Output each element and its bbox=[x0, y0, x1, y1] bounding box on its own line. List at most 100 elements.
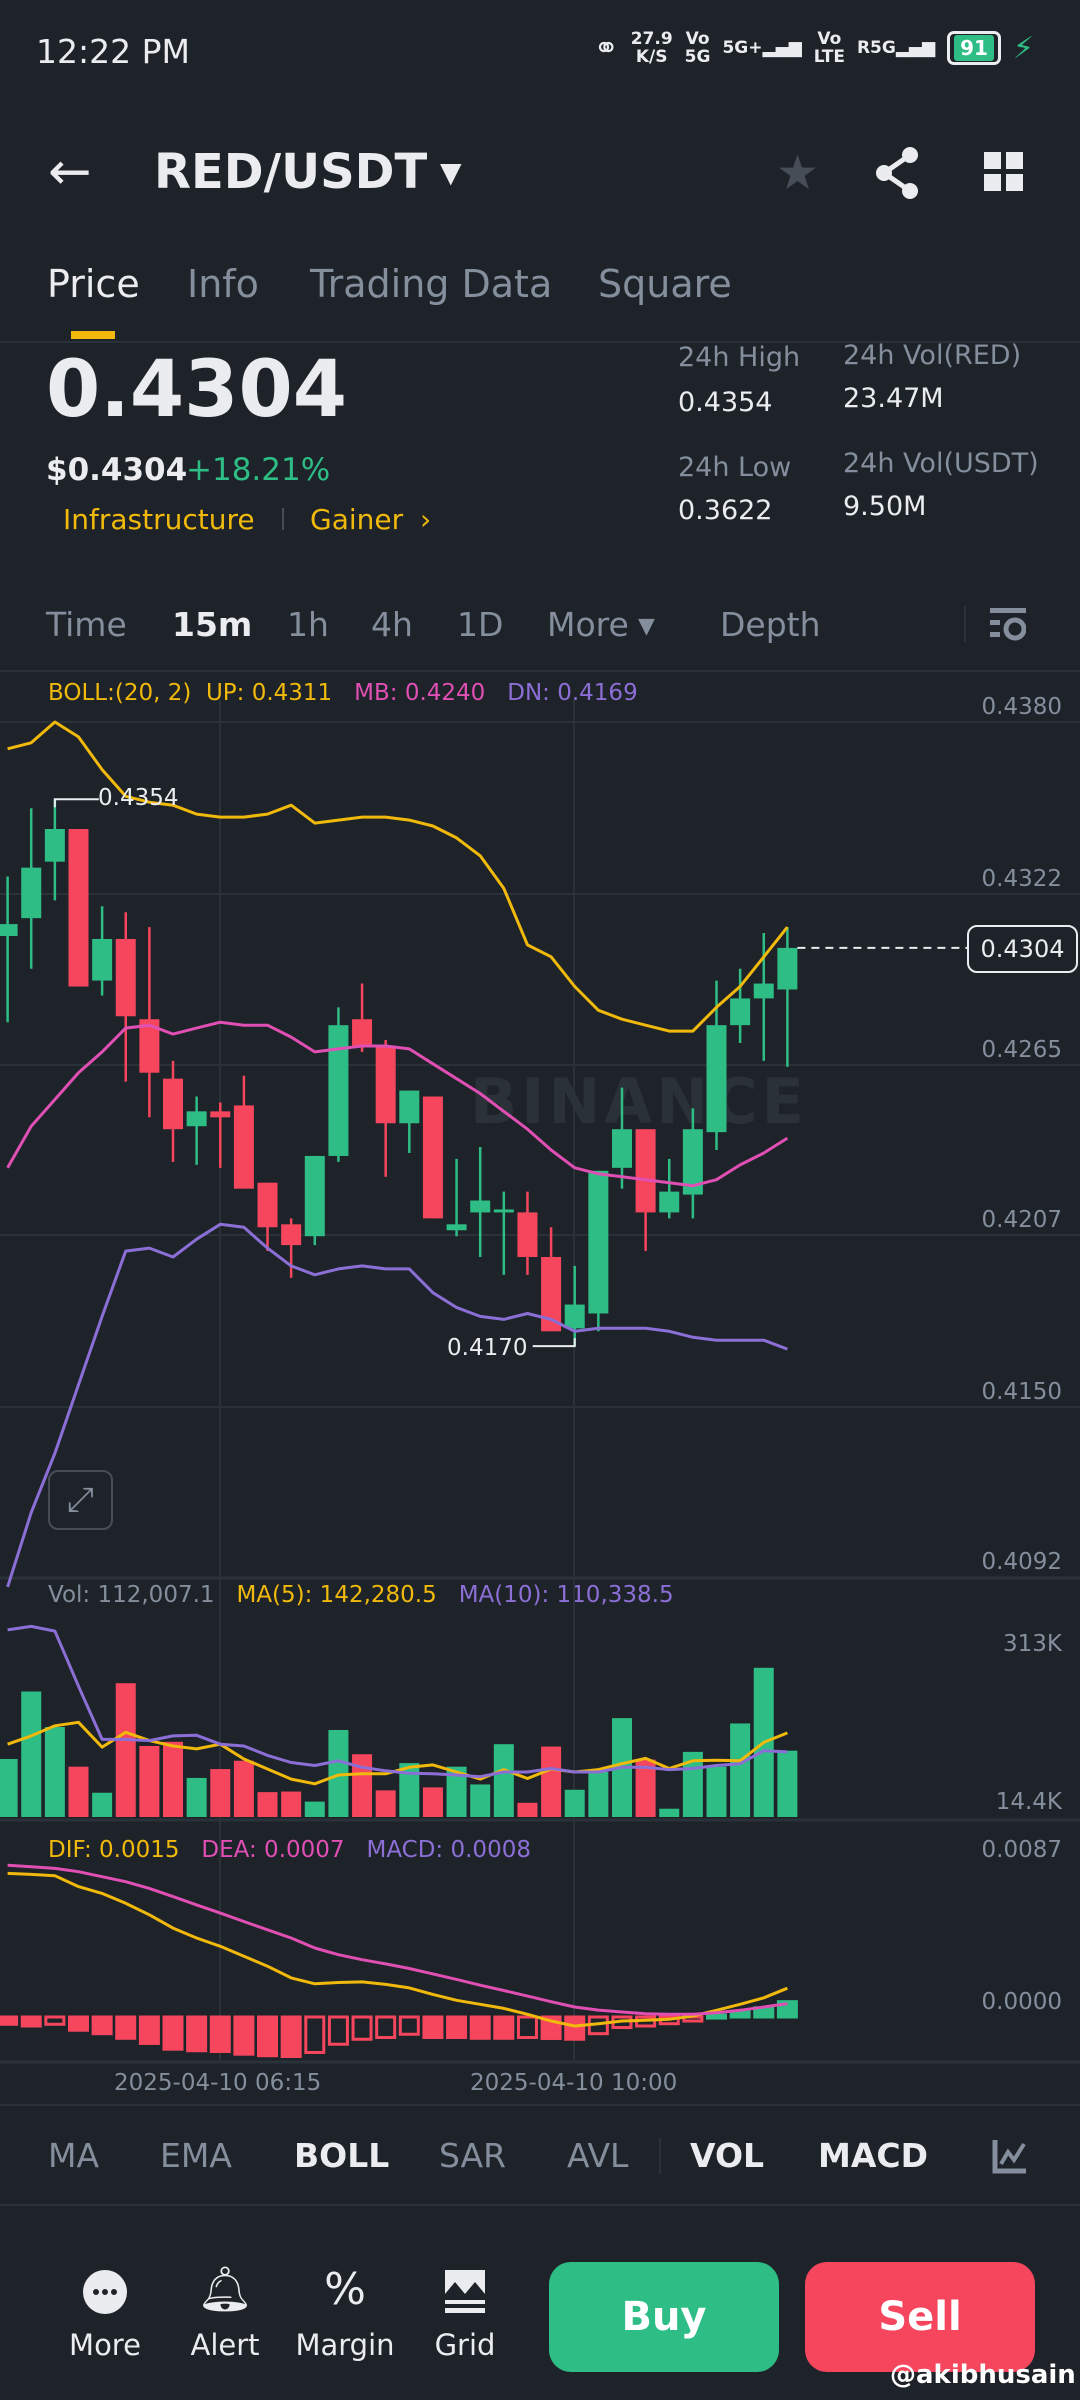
volume-bar bbox=[163, 1741, 184, 1817]
back-arrow-icon[interactable]: ← bbox=[48, 142, 92, 202]
candle-body bbox=[753, 983, 774, 999]
sim2-signal-icon: R5G▂▄▆ bbox=[856, 38, 936, 58]
indicator-avl[interactable]: AVL bbox=[567, 2136, 629, 2175]
candle-body bbox=[163, 1078, 184, 1130]
candle-body bbox=[186, 1111, 207, 1127]
toolbar-divider bbox=[964, 606, 966, 642]
candle-body bbox=[0, 924, 18, 936]
divider bbox=[0, 2204, 1080, 2206]
alert-button[interactable]: 🔔︎ Alert bbox=[165, 2262, 285, 2362]
macd-histogram-bar bbox=[44, 2015, 66, 2026]
candle-body bbox=[777, 947, 798, 990]
sim1-volte: Vo 5G bbox=[684, 29, 711, 67]
indicator-ema[interactable]: EMA bbox=[160, 2136, 232, 2175]
macd-histogram-bar bbox=[516, 2015, 538, 2040]
timeframe-depth[interactable]: Depth bbox=[720, 605, 821, 644]
low-value: 0.3622 bbox=[678, 495, 773, 526]
vol-ma10: MA(10): 110,338.5 bbox=[458, 1582, 674, 1608]
margin-button[interactable]: % Margin bbox=[285, 2262, 405, 2362]
macd-histogram-bar bbox=[304, 2015, 326, 2054]
macd-histogram-bar bbox=[351, 2015, 373, 2041]
timeframe-1h[interactable]: 1h bbox=[287, 605, 329, 644]
volume-bar bbox=[186, 1777, 207, 1817]
high-marker-label: 0.4354 bbox=[98, 785, 179, 811]
headphones-icon: ⚭ bbox=[593, 30, 619, 66]
candle-body bbox=[635, 1129, 656, 1213]
macd-histogram-bar bbox=[493, 2015, 515, 2040]
timeframe-more[interactable]: More bbox=[547, 605, 629, 644]
share-icon[interactable] bbox=[872, 145, 922, 215]
macd-histogram-bar bbox=[469, 2015, 491, 2040]
tab-square[interactable]: Square bbox=[598, 262, 732, 306]
indicator-macd[interactable]: MACD bbox=[818, 2136, 928, 2175]
timeframe-1d[interactable]: 1D bbox=[457, 605, 504, 644]
macd-histogram-bar bbox=[0, 2015, 19, 2026]
timeframe-4h[interactable]: 4h bbox=[371, 605, 413, 644]
volume-tick-min: 14.4K bbox=[995, 1789, 1062, 1815]
indicator-settings-icon[interactable] bbox=[992, 2140, 1026, 2178]
macd-histogram-bar bbox=[115, 2015, 137, 2040]
volume-bar bbox=[730, 1723, 751, 1817]
high-value: 0.4354 bbox=[678, 387, 773, 418]
indicator-divider bbox=[659, 2138, 661, 2174]
indicator-vol[interactable]: VOL bbox=[690, 2136, 765, 2175]
price-tick: 0.4207 bbox=[981, 1207, 1062, 1233]
current-price-tag[interactable]: 0.4304 bbox=[967, 925, 1078, 973]
pair-dropdown-icon[interactable]: ▼ bbox=[440, 156, 462, 189]
tab-info[interactable]: Info bbox=[187, 262, 259, 306]
buy-button[interactable]: Buy bbox=[549, 2262, 779, 2372]
price-change: +18.21% bbox=[186, 452, 331, 488]
volume-bar bbox=[375, 1790, 396, 1817]
grid-icon[interactable] bbox=[984, 152, 1024, 196]
pair-title[interactable]: RED/USDT bbox=[154, 144, 428, 200]
fullscreen-icon[interactable]: ⤢ bbox=[48, 1470, 113, 1530]
timeframe-time[interactable]: Time bbox=[46, 605, 127, 644]
macd-histogram-bar bbox=[446, 2015, 468, 2040]
indicator-boll[interactable]: BOLL bbox=[294, 2136, 390, 2175]
high-marker-line bbox=[53, 798, 99, 808]
star-icon[interactable]: ★ bbox=[776, 145, 820, 201]
tag-infrastructure[interactable]: Infrastructure bbox=[63, 503, 255, 536]
chart-settings-icon[interactable] bbox=[990, 606, 1027, 646]
volume-ma10-line bbox=[7, 1624, 788, 1779]
volume-bar bbox=[422, 1787, 443, 1817]
indicator-ma[interactable]: MA bbox=[48, 2136, 100, 2175]
vol-value: Vol: 112,007.1 bbox=[48, 1582, 215, 1608]
sell-button[interactable]: Sell bbox=[805, 2262, 1035, 2372]
volume-bar bbox=[493, 1744, 514, 1817]
candle-body bbox=[257, 1182, 278, 1228]
more-label: More bbox=[69, 2328, 141, 2362]
alert-label: Alert bbox=[190, 2328, 260, 2362]
candle-body bbox=[115, 938, 136, 1017]
macd-tick-zero: 0.0000 bbox=[981, 1989, 1062, 2015]
low-label: 24h Low bbox=[678, 452, 792, 483]
candle-body bbox=[659, 1191, 680, 1213]
volume-bar bbox=[399, 1763, 420, 1817]
candle-body bbox=[611, 1129, 632, 1168]
net-speed: 27.9 K/S bbox=[630, 29, 673, 67]
volume-legend: Vol: 112,007.1 MA(5): 142,280.5 MA(10): … bbox=[48, 1582, 674, 1608]
volume-bar bbox=[115, 1683, 136, 1817]
candle-body bbox=[304, 1155, 325, 1237]
volume-bar bbox=[564, 1789, 585, 1817]
macd-histogram-bar bbox=[375, 2015, 397, 2040]
volume-bar bbox=[92, 1792, 113, 1817]
volume-bar bbox=[139, 1745, 160, 1817]
tab-price[interactable]: Price bbox=[47, 262, 140, 306]
charging-icon: ⚡ bbox=[1012, 30, 1034, 66]
grid-trading-button[interactable]: Grid bbox=[405, 2262, 525, 2362]
candle-body bbox=[21, 867, 42, 919]
macd-histogram-bar bbox=[706, 2013, 727, 2020]
status-time: 12:22 PM bbox=[36, 32, 190, 71]
low-marker-line bbox=[532, 1338, 576, 1348]
timeframe-15m[interactable]: 15m bbox=[172, 605, 253, 644]
tag-gainer[interactable]: Gainer bbox=[310, 503, 404, 536]
more-dropdown-icon[interactable]: ▼ bbox=[638, 614, 655, 639]
tab-trading-data[interactable]: Trading Data bbox=[310, 262, 553, 306]
indicator-sar[interactable]: SAR bbox=[439, 2136, 507, 2175]
macd-histogram-bar bbox=[20, 2015, 42, 2028]
volume-bar bbox=[446, 1766, 467, 1817]
chevron-right-icon[interactable]: › bbox=[420, 503, 432, 536]
more-button[interactable]: More bbox=[45, 2262, 165, 2362]
